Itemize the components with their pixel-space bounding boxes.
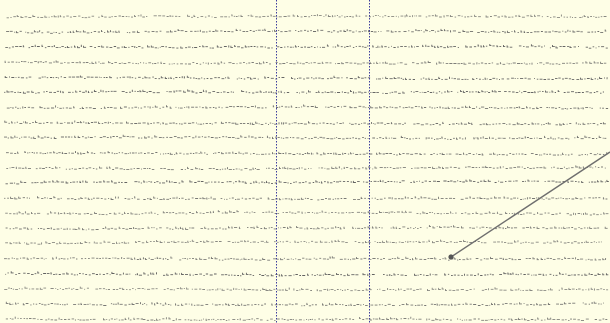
text-line-marks — [4, 89, 604, 94]
text-line — [5, 210, 609, 216]
text-line-marks — [5, 316, 608, 322]
text-line-marks — [4, 60, 607, 65]
text-line-marks — [5, 271, 609, 277]
text-lines — [4, 14, 609, 322]
text-line — [6, 104, 609, 110]
text-line — [5, 179, 609, 185]
text-line-marks — [4, 256, 607, 261]
text-line — [4, 89, 604, 94]
text-line-marks — [6, 165, 606, 171]
text-line-marks — [6, 28, 607, 34]
text-line — [6, 28, 607, 34]
text-line — [5, 271, 609, 277]
text-line — [6, 151, 609, 156]
text-line-marks — [5, 179, 609, 185]
text-line-marks — [5, 210, 609, 216]
text-line — [4, 196, 608, 201]
text-line-marks — [5, 44, 608, 49]
text-line-marks — [4, 286, 609, 292]
text-line — [6, 14, 607, 19]
text-line — [4, 75, 608, 81]
text-line — [5, 301, 604, 307]
text-line-marks — [5, 225, 608, 231]
text-line — [4, 60, 607, 65]
text-line-marks — [4, 134, 607, 140]
text-line — [6, 165, 606, 171]
text-line — [5, 316, 608, 322]
text-line-marks — [5, 301, 604, 307]
text-line-marks — [6, 14, 607, 19]
text-line — [5, 239, 602, 245]
text-line — [5, 44, 608, 49]
text-line-marks — [6, 151, 609, 156]
leader-line — [450, 151, 610, 258]
text-line — [4, 256, 607, 261]
text-line — [4, 134, 607, 140]
text-line-marks — [6, 104, 609, 110]
text-line-marks — [4, 196, 608, 201]
text-line-marks — [5, 239, 602, 245]
text-line — [5, 225, 608, 231]
text-line-marks — [4, 75, 608, 81]
text-line — [4, 120, 606, 126]
text-line — [4, 286, 609, 292]
text-line-marks — [4, 120, 606, 126]
leader-anchor-handle[interactable] — [448, 254, 454, 260]
